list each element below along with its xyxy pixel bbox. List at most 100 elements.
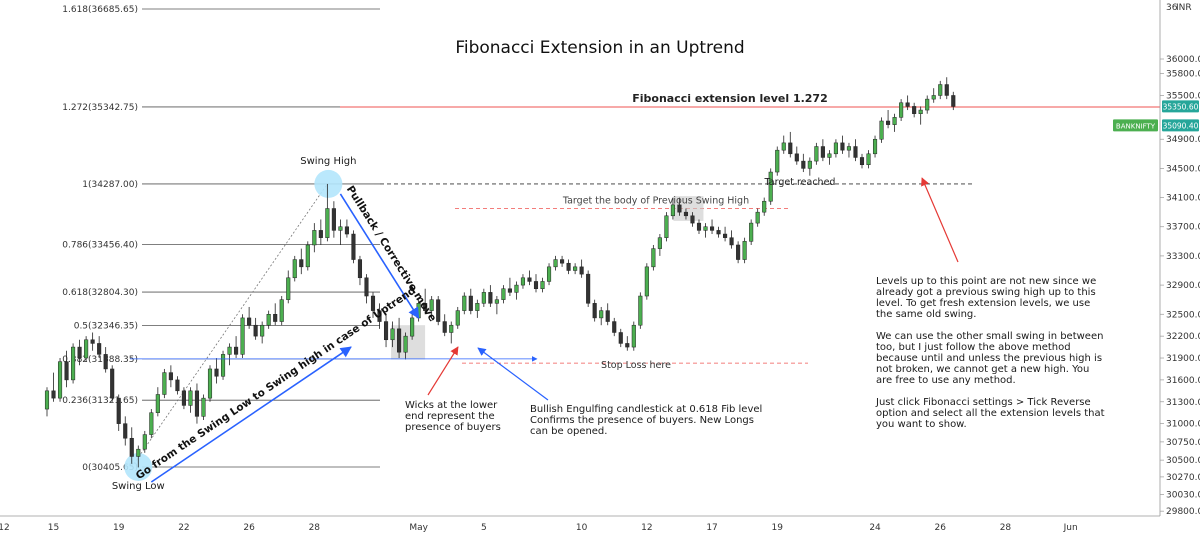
candle-body — [768, 171, 773, 202]
candle — [762, 197, 767, 216]
candle — [488, 285, 493, 307]
candle-body — [944, 84, 949, 96]
candle — [370, 292, 376, 318]
candle-body — [390, 328, 395, 341]
candle — [859, 153, 865, 169]
candle — [201, 394, 206, 421]
price-tick-label: 34900.00 — [1166, 135, 1200, 145]
candle-body — [266, 314, 271, 326]
candle-body — [155, 394, 160, 413]
levels-note-line: too, but I just follow the above method — [876, 342, 1071, 353]
stop-loss-label: Stop Loss here — [601, 360, 671, 371]
candle — [573, 263, 578, 275]
candle-body — [331, 208, 336, 231]
candle-body — [77, 346, 82, 359]
candle — [625, 336, 630, 351]
candle — [820, 139, 825, 162]
candle — [527, 270, 532, 286]
price-tick-label: 31000.00 — [1166, 420, 1200, 430]
candle-body — [305, 244, 310, 268]
levels-note-line: level. To get fresh extension levels, we… — [876, 298, 1090, 309]
candle-body — [833, 142, 838, 155]
candle — [71, 343, 76, 384]
candle-body — [586, 273, 591, 304]
candle-body — [220, 354, 226, 377]
pullback-arrow — [339, 193, 420, 319]
time-tick-label: 22 — [178, 523, 189, 533]
candle-body — [253, 324, 258, 337]
price-tick-label: 30030.00 — [1166, 490, 1200, 500]
time-tick-label: 19 — [772, 523, 784, 533]
candle-body — [129, 437, 134, 457]
candle-body — [931, 95, 936, 100]
candle-body — [820, 146, 825, 158]
candle-body — [618, 332, 623, 344]
candle — [129, 427, 134, 464]
candle-body — [918, 109, 923, 114]
price-tick-label: 33300.00 — [1166, 252, 1200, 262]
time-tick-label: 17 — [706, 523, 717, 533]
time-tick-label: 28 — [309, 523, 321, 533]
candle-body — [370, 295, 376, 311]
candle-body — [723, 233, 728, 238]
candle-body — [644, 266, 649, 297]
candle — [142, 430, 147, 453]
target-reached-label: Target reached — [764, 177, 836, 188]
candle — [97, 336, 102, 359]
candle — [194, 383, 200, 424]
candle — [918, 106, 923, 125]
candle-body — [905, 102, 910, 107]
candle-body — [462, 295, 467, 311]
candle-body — [338, 226, 343, 231]
time-tick-label: 26 — [243, 523, 255, 533]
candle-body — [657, 237, 662, 249]
time-tick-label: 24 — [869, 523, 881, 533]
candle — [709, 219, 715, 235]
candle-body — [846, 146, 852, 151]
candle-body — [273, 314, 278, 322]
candle-body — [840, 142, 845, 151]
candle-body — [468, 295, 473, 311]
levels-note-line — [876, 320, 879, 331]
price-tick-label: 35500.00 — [1166, 91, 1200, 101]
candle-body — [775, 149, 780, 173]
engulfing-note-line: can be opened. — [530, 426, 607, 437]
swing-high-label: Swing High — [300, 156, 356, 167]
candle — [742, 237, 747, 264]
swing-low-label: Swing Low — [112, 481, 165, 492]
candle-body — [247, 317, 252, 326]
candle — [279, 296, 284, 326]
candle-body — [227, 346, 232, 355]
candle-body — [149, 412, 154, 435]
time-tick-label: 26 — [935, 523, 947, 533]
candle — [892, 113, 897, 132]
candle-body — [181, 390, 186, 406]
candle-body — [325, 208, 330, 238]
candle — [462, 292, 467, 315]
candle-body — [299, 259, 304, 268]
candle — [612, 317, 617, 337]
candle-body — [612, 321, 617, 333]
time-tick-label: May — [409, 523, 428, 533]
candle-body — [455, 310, 460, 326]
fib-level-label: 0.382(31888.35) — [62, 355, 138, 365]
time-tick-label: 12 — [641, 523, 652, 533]
candle-body — [194, 390, 200, 417]
candle-body — [625, 343, 630, 348]
candle — [220, 350, 226, 380]
candle — [833, 139, 838, 158]
price-tick-label: 32900.00 — [1166, 281, 1200, 291]
candle — [788, 131, 793, 158]
candle — [696, 219, 702, 235]
candle-body — [312, 230, 317, 246]
candle — [605, 303, 610, 326]
candle-body — [84, 339, 89, 359]
price-tick-label: 29800.00 — [1166, 507, 1200, 517]
candle — [84, 336, 89, 362]
time-tick-label: 28 — [1000, 523, 1012, 533]
engulfing-note-line: Confirms the presence of buyers. New Lon… — [530, 415, 754, 426]
candle-body — [729, 237, 734, 246]
candle — [214, 358, 219, 384]
